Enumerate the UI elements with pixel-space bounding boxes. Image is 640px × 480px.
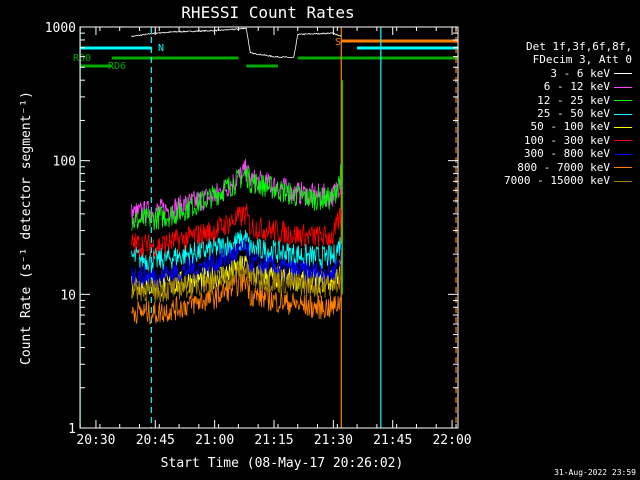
legend-swatch [614,86,632,88]
series-line-7000-15000-kev [131,259,342,304]
legend-entry-label: 25 - 50 keV [537,107,610,121]
legend-entry-label: 100 - 300 keV [523,133,610,147]
y-tick-label: 1000 [45,21,76,36]
series-line-3-6-kev [131,27,342,58]
legend-entry: 50 - 100 keV [504,120,632,133]
legend-header-line: Det 1f,3f,6f,8f, [526,40,632,53]
plot-frame [79,26,459,429]
series-line-6-12-kev [131,158,342,225]
series-line-12-25-kev [131,164,342,231]
x-tick-label: 22:00 [432,433,471,448]
legend-swatch [614,100,632,102]
x-tick-label: 21:30 [314,433,353,448]
legend-entry: 25 - 50 keV [504,107,632,120]
legend-swatch [614,140,632,142]
y-tick-label: 10 [60,288,76,303]
series-line-100-300-kev [131,203,342,258]
legend-entry-label: 800 - 7000 keV [517,160,610,174]
overlay-bars: N S RD0 RD6 [73,37,458,72]
legend-entry: 6 - 12 keV [504,80,632,93]
legend-swatch [614,180,632,182]
series-line-300-800-kev [131,237,342,289]
x-axis-label: Start Time (08-May-17 20:26:02) [161,456,404,471]
annotation-label: RD0 [73,53,91,64]
axes-group: 20:30 20:45 21:00 21:15 21:30 21:45 22:00 1 10 10… [45,21,472,448]
y-axis-label: Count Rate (s⁻¹ detector segment⁻¹) [19,91,34,365]
legend-swatch [614,113,632,115]
legend-swatch [614,167,632,169]
legend-entry: 100 - 300 keV [504,134,632,147]
legend-swatch [614,153,632,155]
annotation-label: RD6 [108,61,126,72]
legend-entry: 3 - 6 keV [504,67,632,80]
chart-title: RHESSI Count Rates [181,3,354,22]
legend-entry-label: 6 - 12 keV [543,80,610,94]
legend-entry-label: 50 - 100 keV [530,120,610,134]
annotation-label: N [158,43,164,54]
series-line-25-50-kev [131,229,342,272]
legend-entry: 300 - 800 keV [504,147,632,160]
legend-entry-label: 12 - 25 keV [537,93,610,107]
legend-entry-label: 300 - 800 keV [523,147,610,161]
legend-swatch [614,73,632,75]
series-group [131,27,343,325]
footer-timestamp: 31-Aug-2022 23:59 [554,468,636,477]
legend-entry: 800 - 7000 keV [504,161,632,174]
legend-header-line: FDecim 3, Att 0 [532,53,632,67]
legend-swatch [614,126,632,128]
x-tick-label: 21:00 [195,433,234,448]
legend-entry: 12 - 25 keV [504,94,632,107]
y-tick-label: 100 [53,155,76,170]
y-tick-label: 1 [68,422,76,437]
x-tick-label: 21:45 [373,433,412,448]
x-tick-label: 20:45 [136,433,175,448]
annotation-label: S [335,37,341,48]
legend-entry: 7000 - 15000 keV [504,174,632,187]
legend-entry-label: 7000 - 15000 keV [504,174,610,188]
x-tick-label: 20:30 [76,433,115,448]
legend-entry-label: 3 - 6 keV [550,66,610,80]
x-tick-label: 21:15 [254,433,293,448]
